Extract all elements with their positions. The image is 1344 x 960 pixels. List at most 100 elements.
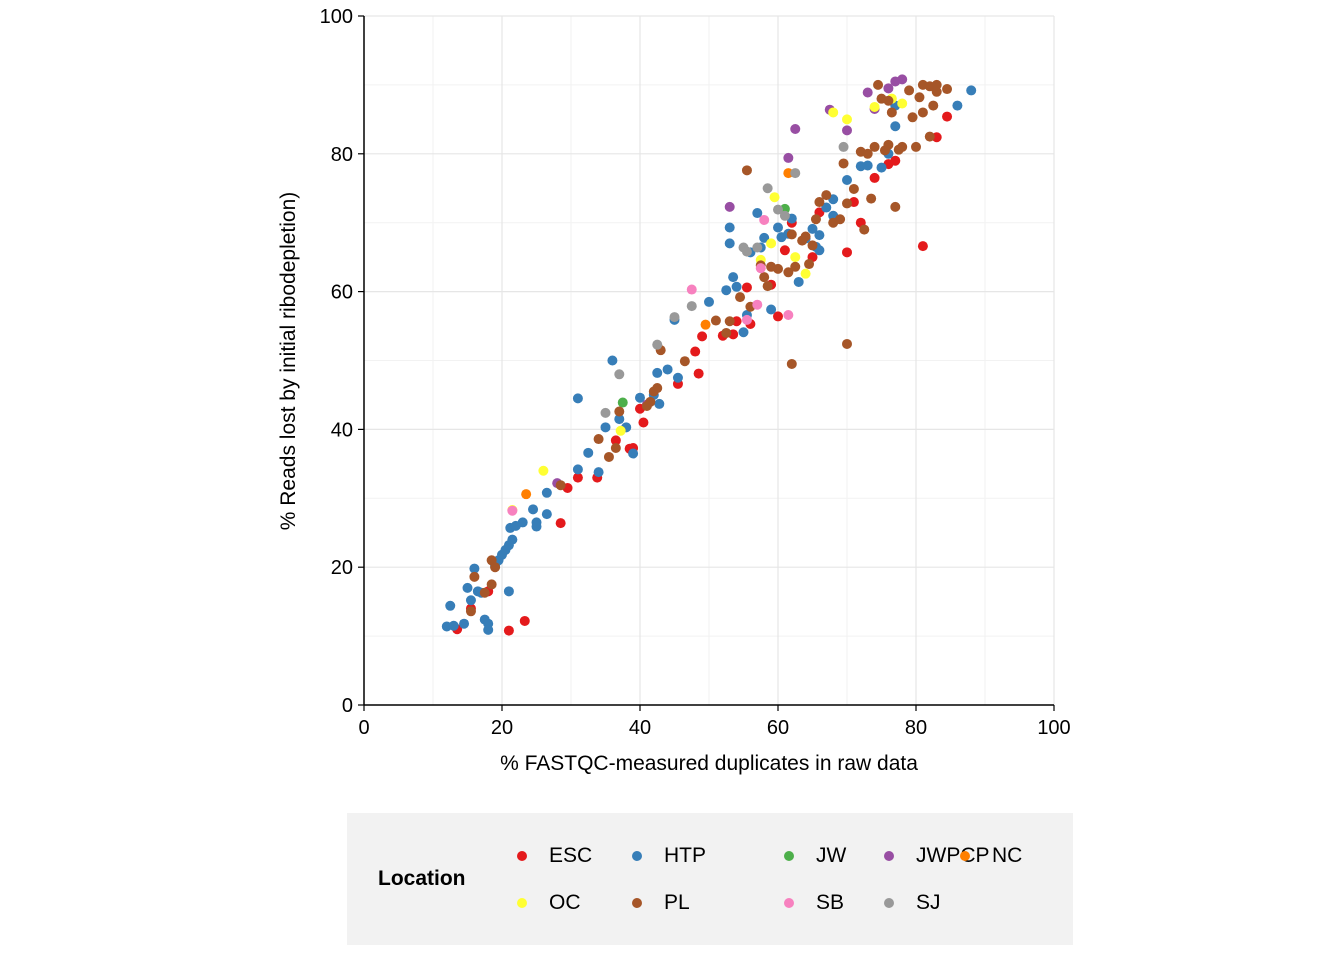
point-sj [600, 407, 611, 418]
point-pl [886, 107, 897, 118]
point-htp [614, 414, 625, 425]
point-sj [652, 339, 663, 350]
point-sj [686, 301, 697, 312]
point-sb [741, 314, 752, 325]
point-htp [652, 367, 663, 378]
point-sj [614, 369, 625, 380]
legend-label: JW [816, 844, 847, 867]
point-sj [838, 141, 849, 152]
point-pl [724, 316, 735, 327]
legend-item-oc: OC [517, 891, 581, 915]
point-htp [517, 517, 528, 528]
point-pl [486, 579, 497, 590]
point-jwpcp [883, 83, 894, 94]
point-htp [541, 509, 552, 520]
point-pl [759, 272, 770, 283]
point-pl [924, 131, 935, 142]
point-htp [721, 285, 732, 296]
point-htp [759, 232, 770, 243]
y-tick-label: 0 [342, 695, 353, 717]
point-htp [724, 222, 735, 233]
point-oc [769, 192, 780, 203]
legend-swatch [784, 898, 794, 908]
point-pl [465, 606, 476, 617]
point-jw [617, 397, 628, 408]
tick-labels: 0 20 40 60 80 100 0 20 40 60 80 100 [320, 6, 1071, 739]
point-htp [738, 327, 749, 338]
point-sj [741, 246, 752, 257]
point-oc [790, 252, 801, 263]
point-htp [572, 393, 583, 404]
point-nc [521, 489, 532, 500]
point-htp [541, 487, 552, 498]
point-sb [783, 310, 794, 321]
point-oc [800, 268, 811, 279]
point-pl [603, 451, 614, 462]
point-oc [869, 101, 880, 112]
point-htp [448, 620, 459, 631]
point-esc [697, 331, 708, 342]
point-sb [507, 505, 518, 516]
point-esc [890, 155, 901, 166]
point-pl [593, 434, 604, 445]
point-pl [838, 158, 849, 169]
point-sj [773, 204, 783, 215]
point-htp [531, 521, 542, 532]
legend-swatch [632, 898, 642, 908]
point-sj [669, 312, 680, 323]
legend-label: SB [816, 891, 845, 914]
point-htp [635, 392, 645, 403]
legend-item-esc: ESC [517, 844, 592, 868]
point-pl [942, 84, 953, 95]
point-htp [724, 238, 735, 249]
point-pl [859, 224, 870, 235]
point-htp [445, 600, 456, 611]
legend: Location ESC HTP JW JWPCP NC OC PL SB SJ [347, 813, 1073, 945]
point-esc [690, 346, 701, 357]
point-htp [821, 202, 832, 213]
point-pl [911, 141, 921, 152]
x-axis-title: % FASTQC-measured duplicates in raw data [500, 752, 918, 775]
point-pl [679, 356, 690, 367]
point-pl [645, 396, 656, 407]
point-pl [928, 100, 939, 111]
legend-swatch [517, 898, 527, 908]
point-esc [572, 472, 583, 483]
point-htp [862, 160, 873, 171]
point-esc [779, 245, 790, 256]
legend-title: Location [378, 867, 466, 890]
point-pl [807, 240, 818, 251]
point-sj [752, 242, 763, 253]
point-esc [519, 615, 530, 626]
point-esc [942, 111, 953, 122]
point-esc [869, 172, 880, 183]
point-pl [883, 95, 894, 106]
point-htp [469, 563, 480, 574]
point-htp [814, 230, 825, 241]
point-esc [503, 625, 514, 636]
point-nc [700, 319, 711, 330]
legend-swatch [517, 851, 527, 861]
data-points [441, 74, 977, 636]
y-tick-label: 100 [320, 6, 353, 28]
point-esc [638, 417, 649, 428]
point-htp [966, 85, 977, 96]
point-pl [790, 261, 801, 272]
point-pl [786, 229, 797, 240]
point-htp [876, 162, 887, 173]
point-htp [600, 422, 611, 433]
point-htp [807, 223, 818, 234]
point-htp [728, 272, 739, 283]
point-pl [914, 92, 925, 103]
point-pl [783, 267, 794, 278]
point-pl [479, 587, 490, 598]
point-pl [741, 165, 752, 176]
point-jwpcp [842, 125, 852, 136]
legend-item-sb: SB [784, 891, 844, 915]
point-htp [654, 398, 665, 409]
point-htp [766, 304, 777, 315]
point-pl [490, 562, 501, 573]
point-htp [952, 100, 963, 111]
legend-swatch [884, 851, 894, 861]
